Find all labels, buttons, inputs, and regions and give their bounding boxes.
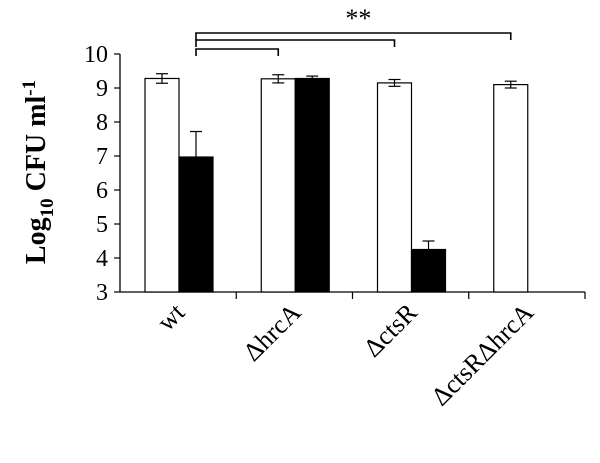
y-axis-label-sup: -1: [19, 80, 40, 96]
y-axis-label-main: Log: [21, 217, 52, 264]
bar: [493, 83, 529, 293]
bar: [260, 78, 296, 293]
y-tick-label: 6: [96, 178, 108, 204]
category-label: ΔhrcA: [238, 298, 307, 367]
bar: [144, 77, 180, 293]
y-tick-label: 9: [96, 76, 108, 102]
category-label: wt: [151, 297, 190, 336]
y-tick-label: 3: [96, 280, 108, 306]
y-tick-label: 10: [84, 42, 108, 68]
y-tick-label: 4: [96, 246, 108, 272]
y-tick-label: 5: [96, 212, 108, 238]
y-axis-label-mid: CFU ml: [21, 96, 52, 199]
significance-bracket: [195, 39, 396, 47]
bar: [376, 82, 413, 293]
significance-brackets: **: [195, 4, 512, 56]
significance-bracket: [195, 32, 512, 40]
category-label: ΔctsR: [358, 297, 423, 362]
y-axis-label: Log10 CFU ml-1: [19, 80, 58, 264]
significance-label: **: [345, 4, 371, 33]
bars: [144, 73, 529, 293]
category-label: ΔctsRΔhrcA: [426, 298, 540, 412]
significance-bracket: [195, 48, 280, 56]
y-axis-label-sub: 10: [37, 198, 58, 217]
bar: [294, 77, 330, 293]
y-tick-label: 7: [96, 144, 108, 170]
category-labels: wt ΔhrcA ΔctsR ΔctsRΔhrcA: [151, 297, 539, 411]
y-tick-label: 8: [96, 110, 108, 136]
